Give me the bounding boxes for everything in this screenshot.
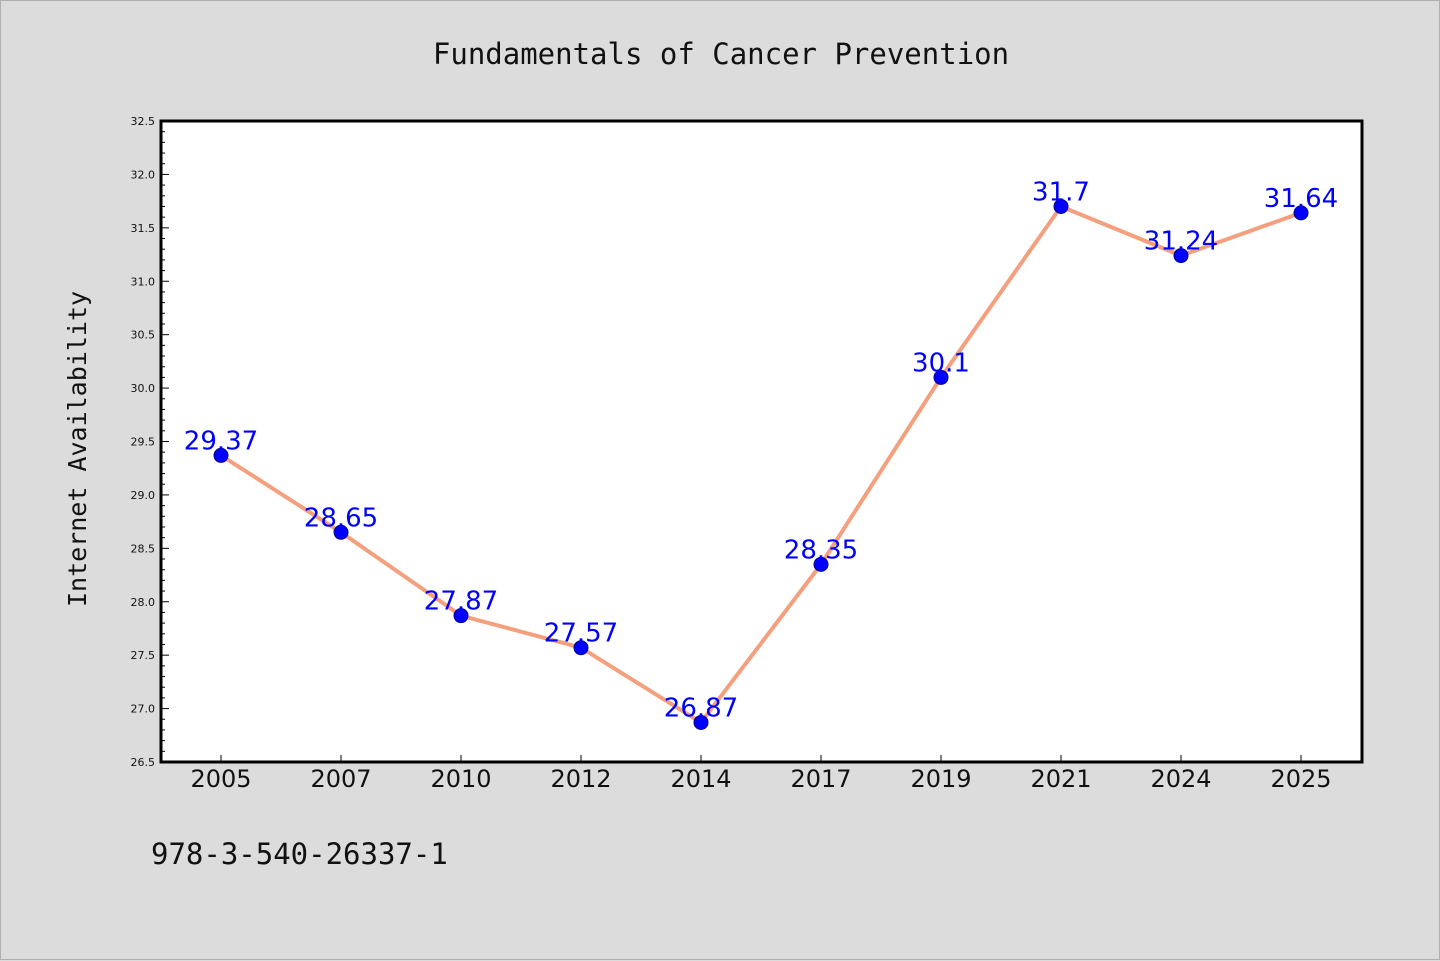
- y-tick-label: 28.5: [131, 542, 156, 555]
- data-label: 31.7: [1032, 177, 1090, 207]
- isbn-footer: 978-3-540-26337-1: [151, 837, 448, 871]
- data-point: [813, 556, 829, 572]
- data-point: [213, 447, 229, 463]
- data-label: 26.87: [664, 693, 738, 723]
- y-tick-label: 32.5: [131, 115, 156, 128]
- x-tick-label: 2007: [310, 765, 371, 793]
- x-tick-label: 2014: [670, 765, 731, 793]
- data-label: 31.24: [1144, 227, 1218, 257]
- data-point: [453, 608, 469, 624]
- x-tick-label: 2025: [1270, 765, 1331, 793]
- x-tick-label: 2005: [190, 765, 251, 793]
- data-point: [1173, 248, 1189, 264]
- data-labels: 29.37 28.65 27.87 27.57 26.87 28.35 30.1 31.7 31…: [184, 177, 1338, 723]
- y-axis-ticks: 26.5 27.0 27.5 28.0 28.5 29.0 29.5 30.0 30.5 31.0…: [131, 115, 169, 769]
- y-tick-label: 29.0: [131, 489, 156, 502]
- data-label: 31.64: [1264, 184, 1338, 214]
- y-tick-label: 26.5: [131, 756, 156, 769]
- y-tick-label: 27.5: [131, 649, 156, 662]
- y-tick-label: 30.5: [131, 329, 156, 342]
- x-tick-label: 2012: [550, 765, 611, 793]
- y-tick-label: 32.0: [131, 168, 156, 181]
- data-point: [693, 714, 709, 730]
- y-tick-label: 28.0: [131, 596, 156, 609]
- plot-area: [159, 119, 1364, 764]
- y-tick-label: 29.5: [131, 436, 156, 449]
- data-series: [213, 198, 1309, 730]
- data-point: [1053, 198, 1069, 214]
- y-axis-label: Internet Availability: [63, 291, 92, 607]
- x-tick-label: 2024: [1150, 765, 1211, 793]
- x-tick-label: 2021: [1030, 765, 1091, 793]
- data-label: 30.1: [912, 348, 970, 378]
- x-axis-ticks: 2005 2007 2010 2012 2014 2017 2019 2021 2024 2025: [190, 755, 1332, 793]
- x-tick-label: 2017: [790, 765, 851, 793]
- x-tick-label: 2019: [910, 765, 971, 793]
- y-tick-label: 30.0: [131, 382, 156, 395]
- y-tick-label: 31.5: [131, 222, 156, 235]
- data-point: [1293, 205, 1309, 221]
- y-tick-label: 31.0: [131, 275, 156, 288]
- x-tick-label: 2010: [430, 765, 491, 793]
- data-label: 27.87: [424, 587, 498, 617]
- data-label: 27.57: [544, 619, 618, 649]
- data-label: 28.65: [304, 503, 378, 533]
- y-tick-label: 27.0: [131, 703, 156, 716]
- data-label: 29.37: [184, 426, 258, 456]
- chart-title: Fundamentals of Cancer Prevention: [433, 37, 1009, 71]
- data-point: [333, 524, 349, 540]
- series-line: [219, 204, 1303, 725]
- data-label: 28.35: [784, 535, 858, 565]
- data-point: [573, 640, 589, 656]
- data-point: [933, 369, 949, 385]
